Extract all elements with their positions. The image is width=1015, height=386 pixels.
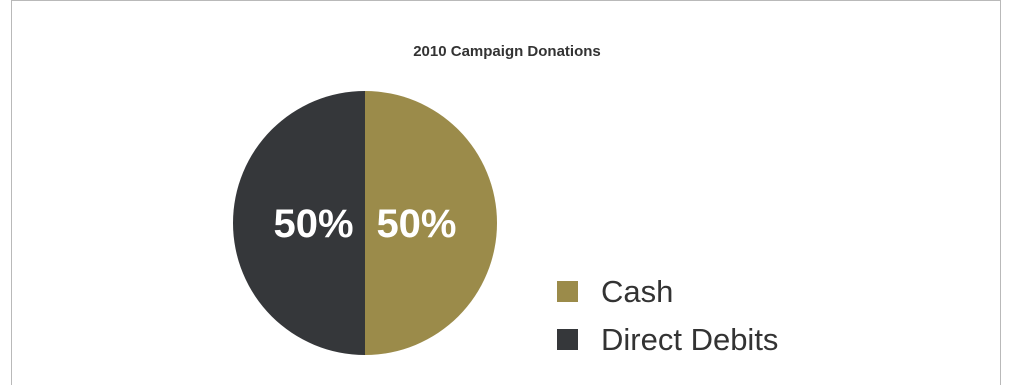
slice-label-cash: 50% <box>376 202 456 246</box>
pie-slice-direct-debits <box>233 91 365 355</box>
slice-label-direct-debits: 50% <box>273 202 353 246</box>
legend-swatch-direct-debits <box>557 329 578 350</box>
chart-frame: 2010 Campaign Donations 50% 50% Cash Direct… <box>11 0 1001 385</box>
legend-swatch-cash <box>557 281 578 302</box>
legend-label-cash: Cash <box>601 274 673 309</box>
chart-title: 2010 Campaign Donations <box>413 43 601 60</box>
legend-label-direct-debits: Direct Debits <box>601 322 778 357</box>
pie-chart: 50% 50% Cash Direct Debits <box>233 91 778 357</box>
pie-slice-cash <box>365 91 497 355</box>
